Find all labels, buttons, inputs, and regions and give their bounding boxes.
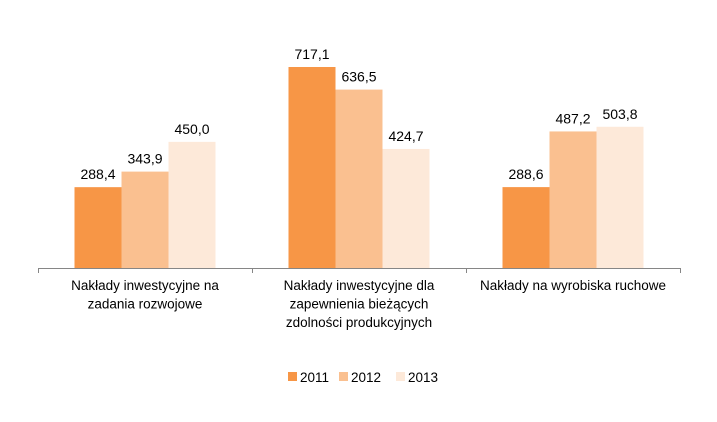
value-label-2011-cat-2: 717,1 xyxy=(294,46,329,62)
bar-2013-cat-2 xyxy=(382,148,430,268)
x-axis xyxy=(38,268,681,273)
legend-swatch-2011 xyxy=(288,372,297,381)
category-labels-group: Nakłady inwestycyjne na zadania rozwojowe… xyxy=(71,278,666,330)
bar-2013-cat-1 xyxy=(168,141,216,268)
legend-swatch-2012 xyxy=(339,372,348,381)
bar-2011-cat-2 xyxy=(288,67,336,268)
bar-2012-cat-3 xyxy=(549,131,597,268)
category-label-2-line-1: Nakłady inwestycyjne dla xyxy=(284,278,435,293)
bar-2011-cat-1 xyxy=(74,187,122,268)
value-label-2012-cat-2: 636,5 xyxy=(341,69,376,85)
value-label-2013-cat-1: 450,0 xyxy=(174,121,209,137)
legend: 2011 2012 2013 xyxy=(288,370,438,385)
category-label-3-line-1: Nakłady na wyrobiska ruchowe xyxy=(480,278,666,293)
legend-label-2013: 2013 xyxy=(408,370,438,385)
category-label-2-line-2: zapewnienia bieżących xyxy=(290,297,429,312)
bar-2012-cat-2 xyxy=(335,89,383,268)
value-label-2013-cat-3: 503,8 xyxy=(602,106,637,122)
bar-2013-cat-3 xyxy=(596,126,644,269)
legend-swatch-2013 xyxy=(396,372,405,381)
category-label-2-line-3: zdolności produkcyjnych xyxy=(286,315,432,330)
legend-label-2012: 2012 xyxy=(351,370,381,385)
value-labels-group: 288,4 343,9 450,0 717,1 636,5 424,7 288,6 487,2… xyxy=(80,46,637,182)
value-label-2011-cat-3: 288,6 xyxy=(508,166,543,182)
category-label-1-line-2: zadania rozwojowe xyxy=(88,297,203,312)
bars-group xyxy=(74,67,644,269)
legend-label-2011: 2011 xyxy=(300,370,329,385)
value-label-2012-cat-3: 487,2 xyxy=(555,110,590,126)
bar-2012-cat-1 xyxy=(121,171,169,268)
category-label-1-line-1: Nakłady inwestycyjne na xyxy=(71,278,219,293)
bar-2011-cat-3 xyxy=(502,187,550,268)
value-label-2012-cat-1: 343,9 xyxy=(127,151,162,167)
value-label-2011-cat-1: 288,4 xyxy=(80,166,115,182)
value-label-2013-cat-2: 424,7 xyxy=(388,128,423,144)
